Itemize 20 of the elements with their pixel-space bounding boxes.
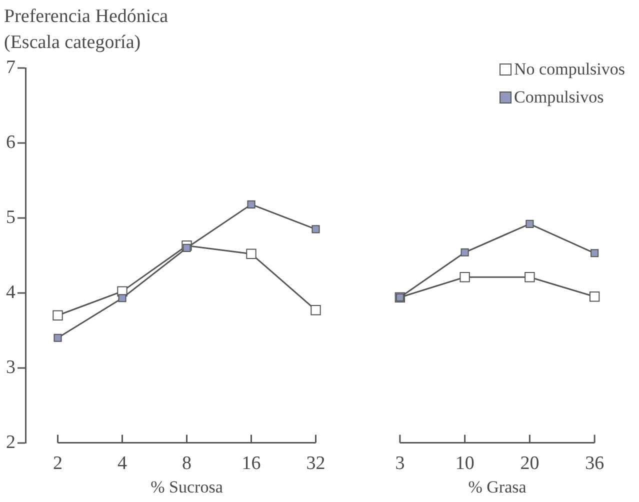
legend-label: Compulsivos [514,87,604,106]
legend-label: No compulsivos [514,59,626,78]
x-tick-label: 8 [182,453,192,474]
x-tick-label: 36 [585,453,604,474]
x-tick-label: 16 [242,453,261,474]
y-tick-label: 5 [6,206,16,228]
y-axis-title: Preferencia Hedónica (Escala categoría) [4,5,170,55]
y-tick-label: 3 [6,356,16,378]
x-tick-label: 2 [53,453,62,474]
x-tick-label: 3 [395,453,405,474]
y-tick-label: 4 [6,282,16,303]
x-tick-label: 10 [455,453,474,474]
x-axis-title: % Grasa [468,477,527,496]
x-tick-label: 4 [118,453,128,474]
y-tick-label: 2 [6,432,16,453]
x-axis-title: % Sucrosa [150,477,224,496]
x-tick-label: 20 [520,453,540,474]
y-tick-label: 7 [6,56,16,78]
y-tick-label: 6 [6,132,16,153]
x-tick-label: 32 [306,453,326,474]
